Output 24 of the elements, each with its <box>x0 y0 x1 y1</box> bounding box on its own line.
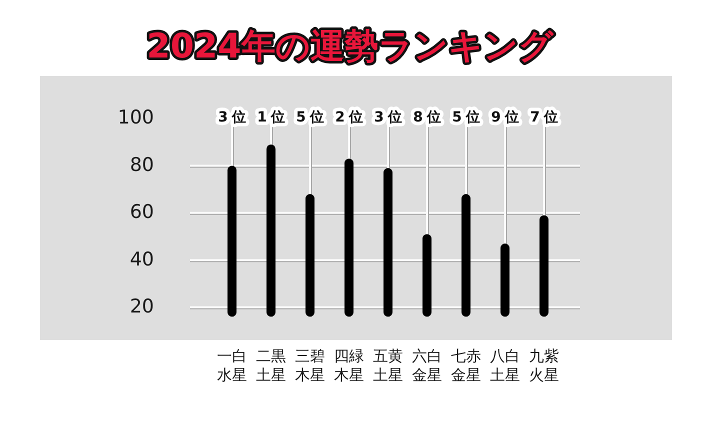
x-tick-label: 七赤金星 <box>451 347 481 384</box>
x-tick-label: 五黄土星 <box>373 347 403 384</box>
y-tick-label: 60 <box>130 201 154 224</box>
annotation: 3位 <box>374 109 406 126</box>
y-tick-label: 100 <box>118 106 154 129</box>
annotation: 5位 <box>452 109 484 126</box>
x-tick-label: 一白水星 <box>217 347 247 384</box>
annotation: 7位 <box>530 109 562 126</box>
x-tick-label: 六白金星 <box>412 347 442 384</box>
x-tick-label: 八白土星 <box>490 347 520 384</box>
annotation: 3位 <box>218 109 250 126</box>
annotation: 2位 <box>335 109 367 126</box>
annotation: 9位 <box>491 109 523 126</box>
x-tick-label: 四緑木星 <box>334 347 364 384</box>
x-tick-label: 二黒土星 <box>256 347 286 384</box>
x-tick-label: 三碧木星 <box>295 347 325 384</box>
y-tick-label: 20 <box>130 295 154 318</box>
annotation: 1位 <box>257 109 289 126</box>
y-tick-label: 40 <box>130 248 154 270</box>
annotation: 5位 <box>296 109 328 126</box>
chart-title: 2024年の運勢ランキング <box>146 26 554 66</box>
y-tick-label: 80 <box>130 154 154 176</box>
x-tick-label: 九紫火星 <box>529 347 559 384</box>
annotation: 8位 <box>413 109 445 126</box>
